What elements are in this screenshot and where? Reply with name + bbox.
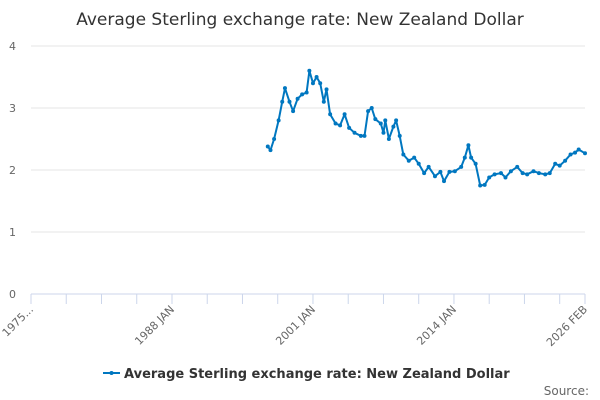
series-path xyxy=(266,69,586,187)
data-point[interactable] xyxy=(422,171,427,176)
data-point[interactable] xyxy=(536,171,541,176)
data-point[interactable] xyxy=(416,161,421,166)
x-axis: 1975... 1988 JAN 2001 JAN 2014 JAN 2026 FEB xyxy=(0,293,590,349)
data-point[interactable] xyxy=(321,99,326,104)
data-point[interactable] xyxy=(406,158,411,163)
data-point[interactable] xyxy=(333,121,338,126)
data-point[interactable] xyxy=(583,151,587,156)
y-tick-label: 3 xyxy=(9,102,16,115)
y-tick-label: 0 xyxy=(9,288,16,301)
data-point[interactable] xyxy=(310,81,315,86)
data-point[interactable] xyxy=(487,175,492,180)
data-point[interactable] xyxy=(373,117,378,122)
legend-marker xyxy=(109,371,114,375)
x-tick-label: 2026 FEB xyxy=(544,303,590,349)
data-point[interactable] xyxy=(342,112,347,117)
data-point[interactable] xyxy=(515,164,520,169)
data-point[interactable] xyxy=(386,137,391,141)
y-axis-labels: 0 1 2 3 4 xyxy=(9,40,16,301)
data-point[interactable] xyxy=(338,123,343,128)
data-point[interactable] xyxy=(366,109,371,114)
data-point[interactable] xyxy=(383,118,388,123)
data-point[interactable] xyxy=(378,121,383,126)
series-line xyxy=(265,68,587,188)
x-tick-label: 2001 JAN xyxy=(273,303,318,348)
y-tick-label: 4 xyxy=(9,40,16,53)
legend-label: Average Sterling exchange rate: New Zeal… xyxy=(124,367,510,382)
data-point[interactable] xyxy=(291,109,296,114)
data-point[interactable] xyxy=(503,175,508,180)
chart-title: Average Sterling exchange rate: New Zeal… xyxy=(76,10,524,30)
data-point[interactable] xyxy=(295,96,300,101)
data-point[interactable] xyxy=(362,133,367,138)
data-point[interactable] xyxy=(452,169,457,174)
data-point[interactable] xyxy=(553,161,558,166)
data-point[interactable] xyxy=(547,171,552,176)
data-point[interactable] xyxy=(573,150,578,155)
data-point[interactable] xyxy=(478,183,483,188)
data-point[interactable] xyxy=(280,99,285,104)
data-point[interactable] xyxy=(391,124,396,129)
data-point[interactable] xyxy=(447,169,452,174)
data-point[interactable] xyxy=(347,125,352,130)
data-point[interactable] xyxy=(287,99,292,104)
data-point[interactable] xyxy=(394,118,399,123)
data-point[interactable] xyxy=(282,86,287,91)
data-point[interactable] xyxy=(482,182,487,187)
data-point[interactable] xyxy=(543,172,548,177)
data-point[interactable] xyxy=(381,130,386,135)
data-point[interactable] xyxy=(300,92,305,97)
data-point[interactable] xyxy=(576,147,581,152)
data-point[interactable] xyxy=(492,172,497,177)
data-point[interactable] xyxy=(268,148,273,153)
legend[interactable]: Average Sterling exchange rate: New Zeal… xyxy=(103,367,510,382)
data-point[interactable] xyxy=(426,164,431,169)
data-point[interactable] xyxy=(304,90,309,95)
data-point[interactable] xyxy=(276,118,281,123)
source-label: Source: xyxy=(544,384,589,398)
data-point[interactable] xyxy=(401,152,406,157)
data-point[interactable] xyxy=(358,133,363,138)
data-point[interactable] xyxy=(563,158,568,163)
data-point[interactable] xyxy=(328,112,333,117)
data-point[interactable] xyxy=(318,81,323,86)
data-point[interactable] xyxy=(442,179,447,184)
data-point[interactable] xyxy=(307,68,312,73)
data-point[interactable] xyxy=(473,161,478,166)
y-tick-label: 1 xyxy=(9,226,16,239)
data-point[interactable] xyxy=(369,106,374,110)
x-tick-label: 1988 JAN xyxy=(132,303,177,348)
data-point[interactable] xyxy=(352,130,357,135)
data-point[interactable] xyxy=(557,163,562,168)
gridlines xyxy=(31,45,585,233)
data-point[interactable] xyxy=(432,174,437,179)
data-point[interactable] xyxy=(438,169,443,174)
data-point[interactable] xyxy=(462,155,467,160)
data-point[interactable] xyxy=(272,137,277,141)
data-point[interactable] xyxy=(568,152,573,157)
data-point[interactable] xyxy=(525,172,530,177)
data-point[interactable] xyxy=(498,171,503,176)
data-point[interactable] xyxy=(520,171,525,176)
data-point[interactable] xyxy=(466,143,471,148)
x-tick-label: 1975... xyxy=(0,303,36,339)
data-point[interactable] xyxy=(508,169,513,174)
data-point[interactable] xyxy=(469,155,474,160)
data-point[interactable] xyxy=(412,155,417,160)
data-point[interactable] xyxy=(314,75,319,79)
data-point[interactable] xyxy=(265,144,270,149)
data-point[interactable] xyxy=(531,169,536,174)
x-tick-label: 2014 JAN xyxy=(414,303,459,348)
data-point[interactable] xyxy=(459,164,464,169)
data-point[interactable] xyxy=(397,133,402,138)
y-tick-label: 2 xyxy=(9,164,16,177)
data-point[interactable] xyxy=(324,87,329,92)
